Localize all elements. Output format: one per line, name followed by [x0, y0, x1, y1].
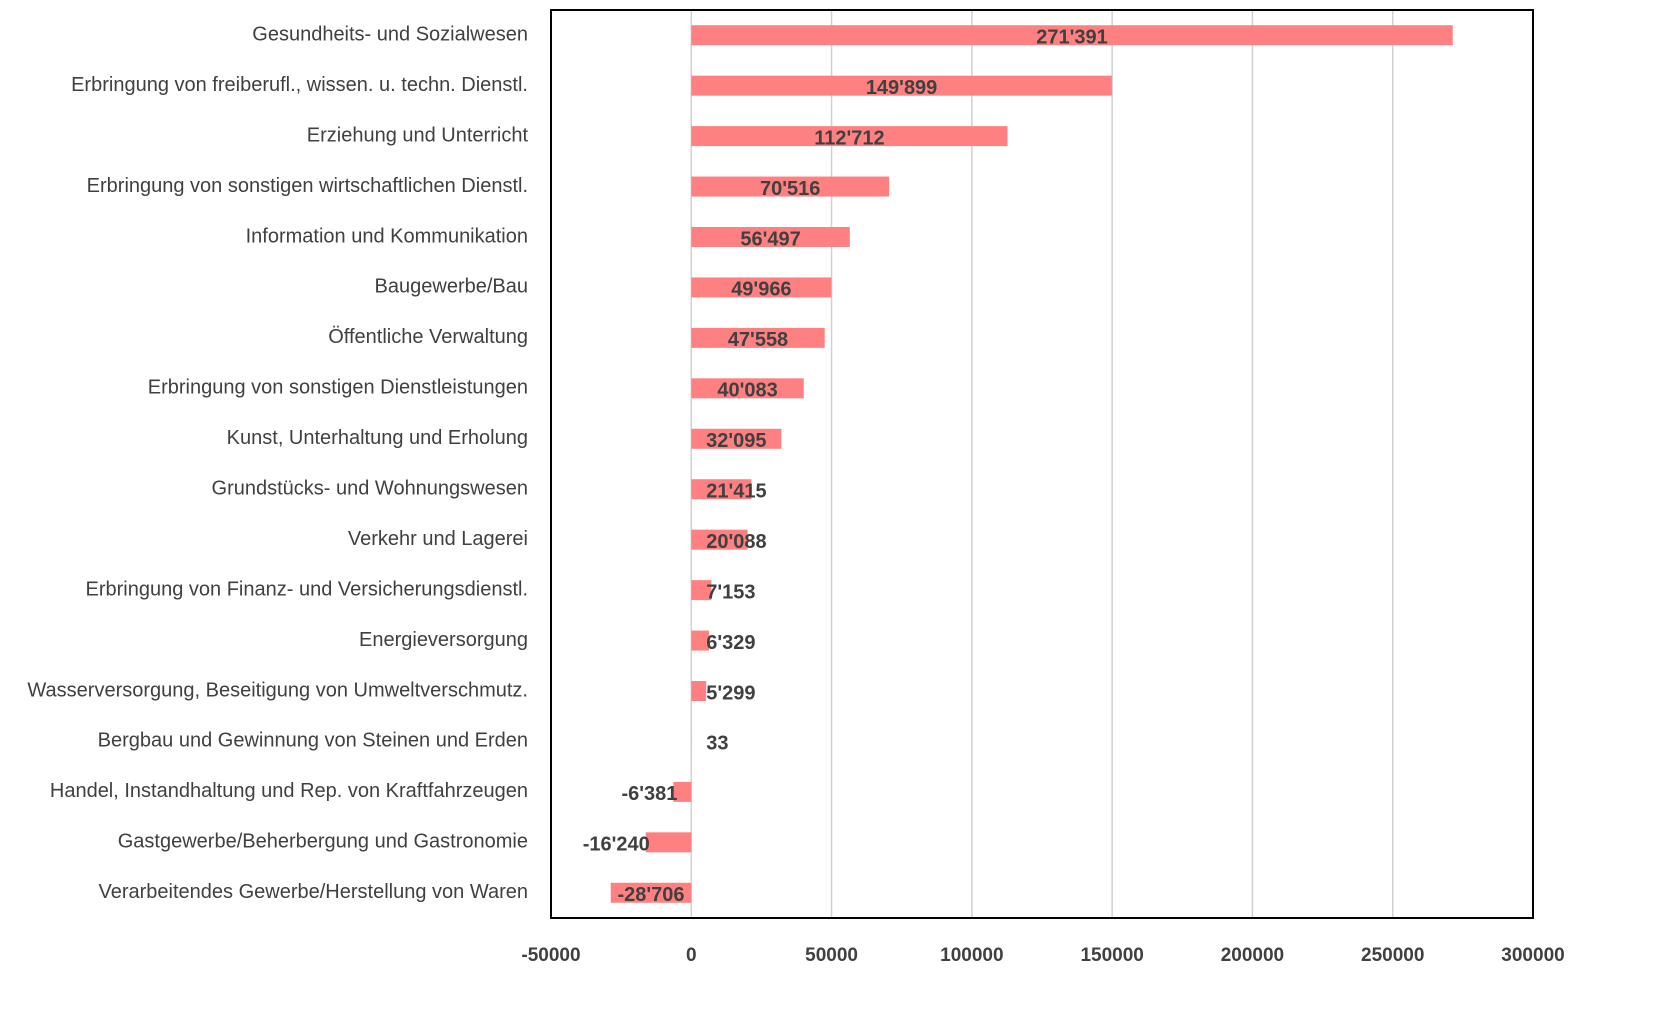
- category-label: Öffentliche Verwaltung: [328, 326, 528, 348]
- data-label: 112'712: [814, 127, 884, 149]
- category-label: Gesundheits- und Sozialwesen: [252, 24, 528, 46]
- bar: [691, 126, 1008, 147]
- plot-border: [550, 9, 1534, 919]
- data-label: 21'415: [706, 481, 766, 503]
- bar: [691, 630, 710, 651]
- x-tick-label: 300000: [1501, 945, 1564, 966]
- data-label: 47'558: [728, 329, 788, 351]
- data-label: -6'381: [621, 783, 677, 805]
- bar: [691, 479, 752, 500]
- x-tick-label: 50000: [805, 945, 858, 966]
- data-label: 271'391: [1036, 27, 1108, 49]
- bar: [610, 882, 692, 903]
- data-label: 6'329: [706, 632, 755, 654]
- data-label: 49'966: [731, 279, 791, 301]
- data-label: 32'095: [706, 430, 766, 452]
- bar: [691, 428, 782, 449]
- category-label: Gastgewerbe/Beherbergung und Gastronomie: [118, 831, 528, 853]
- data-label: 56'497: [740, 228, 800, 250]
- data-label: 5'299: [706, 682, 755, 704]
- category-label: Information und Kommunikation: [246, 225, 528, 247]
- bar: [645, 832, 692, 853]
- category-label: Verarbeitendes Gewerbe/Herstellung von W…: [99, 881, 529, 903]
- category-label: Handel, Instandhaltung und Rep. von Kraf…: [50, 780, 528, 802]
- bar: [691, 378, 804, 399]
- category-label: Wasserversorgung, Beseitigung von Umwelt…: [27, 679, 528, 701]
- category-label: Verkehr und Lagerei: [348, 528, 528, 550]
- bar: [691, 277, 832, 298]
- category-label: Erziehung und Unterricht: [307, 124, 529, 146]
- bar: [691, 176, 890, 197]
- x-tick-label: 100000: [940, 945, 1003, 966]
- x-tick-label: 250000: [1361, 945, 1424, 966]
- bar: [691, 227, 850, 247]
- category-label: Erbringung von Finanz- und Versicherungs…: [86, 578, 528, 600]
- data-label: 7'153: [706, 581, 755, 603]
- data-label: 70'516: [760, 178, 820, 200]
- category-label: Kunst, Unterhaltung und Erholung: [227, 427, 528, 449]
- bar: [691, 327, 825, 348]
- x-tick-label: 150000: [1080, 945, 1143, 966]
- category-label: Energieversorgung: [359, 629, 528, 651]
- data-label: -28'706: [617, 884, 684, 906]
- bar: [691, 529, 748, 550]
- data-label: 149'899: [866, 77, 938, 99]
- category-label: Erbringung von sonstigen Dienstleistunge…: [148, 377, 528, 399]
- bar: [673, 781, 692, 802]
- category-label: Bergbau und Gewinnung von Steinen und Er…: [98, 730, 528, 752]
- bar: [691, 580, 712, 601]
- category-label: Erbringung von sonstigen wirtschaftliche…: [87, 175, 528, 197]
- x-tick-label: 0: [686, 945, 697, 966]
- bar: [691, 25, 1453, 46]
- x-tick-label: -50000: [521, 945, 580, 966]
- bar: [691, 75, 1112, 96]
- category-label: Baugewerbe/Bau: [375, 276, 528, 298]
- data-label: 20'088: [706, 531, 766, 553]
- x-tick-label: 200000: [1221, 945, 1284, 966]
- data-label: 40'083: [717, 380, 777, 402]
- category-label: Grundstücks- und Wohnungswesen: [212, 478, 528, 500]
- data-label: -16'240: [583, 834, 650, 856]
- category-label: Erbringung von freiberufl., wissen. u. t…: [71, 74, 528, 96]
- data-label: 33: [706, 733, 728, 755]
- bar: [691, 681, 707, 701]
